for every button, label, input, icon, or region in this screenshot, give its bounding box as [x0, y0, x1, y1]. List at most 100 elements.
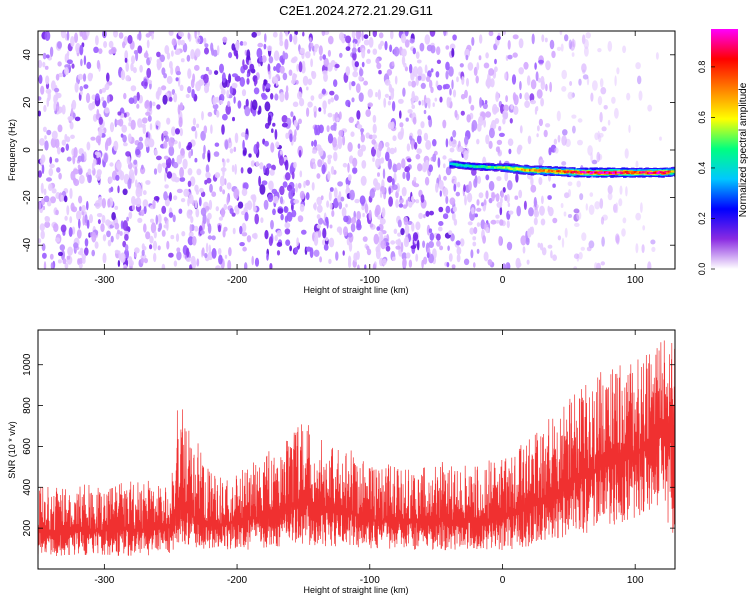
heatmap-speckle-cell — [165, 157, 172, 168]
heatmap-speckle-cell — [180, 39, 185, 46]
heatmap-speckle-cell — [134, 166, 138, 176]
heatmap-speckle-cell — [95, 93, 100, 101]
heatmap-speckle-cell — [263, 199, 269, 210]
heatmap-speckle-cell — [142, 199, 149, 208]
heatmap-speckle-cell — [640, 202, 643, 214]
heatmap-speckle-cell — [467, 62, 474, 71]
heatmap-speckle-cell — [282, 50, 286, 60]
heatmap-speckle-cell — [345, 35, 352, 44]
heatmap-speckle-cell — [366, 58, 371, 64]
heatmap-speckle-cell — [424, 64, 428, 74]
heatmap-speckle-cell — [57, 124, 63, 133]
heatmap-speckle-cell — [203, 125, 208, 134]
heatmap-speckle-cell — [328, 258, 332, 265]
heatmap-speckle-cell — [361, 47, 366, 59]
heatmap-speckle-cell — [78, 195, 83, 204]
heatmap-speckle-cell — [351, 97, 355, 103]
heatmap-speckle-cell — [635, 62, 641, 70]
heatmap-speckle-cell — [117, 185, 120, 194]
heatmap-speckle-cell — [374, 182, 381, 191]
heatmap-speckle-cell — [145, 33, 151, 38]
heatmap-speckle-cell — [192, 236, 197, 246]
heatmap-speckle-cell — [226, 182, 232, 190]
heatmap-speckle-cell — [232, 116, 235, 122]
heatmap-speckle-cell — [157, 245, 161, 251]
heatmap-speckle-cell — [494, 118, 500, 124]
heatmap-speckle-cell — [114, 118, 118, 128]
heatmap-speckle-cell — [399, 195, 403, 201]
heatmap-speckle-cell — [92, 158, 97, 166]
heatmap-speckle-cell — [179, 128, 183, 137]
heatmap-speckle-cell — [418, 212, 423, 220]
heatmap-speckle-cell — [567, 181, 573, 187]
heatmap-speckle-cell — [168, 145, 175, 157]
heatmap-speckle-cell — [125, 151, 131, 157]
heatmap-speckle-cell — [512, 34, 519, 40]
heatmap-speckle-cell — [456, 253, 461, 263]
heatmap-speckle-cell — [544, 37, 548, 43]
heatmap-speckle-cell — [235, 209, 240, 215]
heatmap-speckle-cell — [96, 213, 103, 218]
heatmap-speckle-cell — [178, 208, 183, 214]
heatmap-speckle-cell — [274, 129, 278, 140]
heatmap-speckle-cell — [415, 153, 421, 160]
y-tick-label: 400 — [22, 479, 33, 496]
heatmap-speckle-cell — [282, 72, 288, 81]
heatmap-speckle-cell — [47, 90, 51, 102]
heatmap-speckle-cell — [333, 151, 338, 162]
heatmap-speckle-cell — [591, 159, 598, 165]
heatmap-speckle-cell — [240, 132, 246, 138]
heatmap-speckle-cell — [285, 85, 289, 93]
heatmap-speckle-cell — [66, 31, 70, 41]
heatmap-speckle-cell — [618, 198, 623, 207]
heatmap-speckle-cell — [564, 34, 569, 42]
heatmap-speckle-cell — [168, 96, 173, 102]
heatmap-speckle-cell — [196, 123, 200, 128]
heatmap-speckle-cell — [368, 134, 374, 140]
heatmap-speckle-cell — [122, 220, 128, 231]
heatmap-speckle-cell — [407, 220, 413, 225]
heatmap-speckle-cell — [239, 242, 245, 247]
heatmap-speckle-cell — [185, 93, 190, 99]
heatmap-speckle-cell — [464, 194, 467, 206]
heatmap-speckle-cell — [194, 48, 201, 58]
spectrogram-x-ticks: -300 -200 -100 0 100 — [94, 31, 644, 286]
heatmap-speckle-cell — [453, 218, 458, 226]
heatmap-speckle-cell — [293, 199, 300, 204]
heatmap-speckle-cell — [210, 42, 214, 52]
heatmap-speckle-cell — [157, 163, 162, 174]
heatmap-speckle-cell — [401, 158, 406, 169]
heatmap-speckle-cell — [40, 85, 45, 95]
heatmap-speckle-cell — [529, 226, 533, 234]
heatmap-speckle-cell — [400, 241, 404, 253]
heatmap-speckle-cell — [409, 63, 413, 74]
heatmap-speckle-cell — [442, 187, 449, 197]
heatmap-speckle-cell — [359, 195, 366, 205]
heatmap-speckle-cell — [322, 70, 328, 76]
heatmap-speckle-cell — [366, 245, 370, 251]
heatmap-speckle-cell — [625, 186, 628, 197]
heatmap-speckle-cell — [169, 61, 173, 69]
heatmap-speckle-cell — [196, 168, 202, 176]
heatmap-speckle-cell — [647, 104, 653, 112]
heatmap-speckle-cell — [536, 89, 543, 99]
colorbar-tick-label: 0.4 — [697, 162, 707, 175]
heatmap-speckle-cell — [437, 84, 443, 91]
signal-trace-cell — [500, 167, 504, 170]
heatmap-speckle-cell — [387, 175, 393, 183]
heatmap-speckle-cell — [412, 47, 416, 55]
heatmap-speckle-cell — [425, 159, 429, 167]
heatmap-speckle-cell — [451, 47, 455, 58]
heatmap-speckle-cell — [227, 259, 232, 269]
heatmap-speckle-cell — [104, 83, 110, 91]
heatmap-speckle-cell — [266, 45, 273, 52]
heatmap-speckle-cell — [204, 252, 208, 259]
heatmap-speckle-cell — [256, 141, 260, 150]
heatmap-speckle-cell — [336, 117, 340, 122]
heatmap-speckle-cell — [345, 99, 351, 107]
heatmap-speckle-cell — [102, 252, 107, 264]
heatmap-speckle-cell — [504, 171, 509, 182]
heatmap-speckle-cell — [74, 32, 78, 44]
heatmap-speckle-cell — [70, 134, 75, 139]
